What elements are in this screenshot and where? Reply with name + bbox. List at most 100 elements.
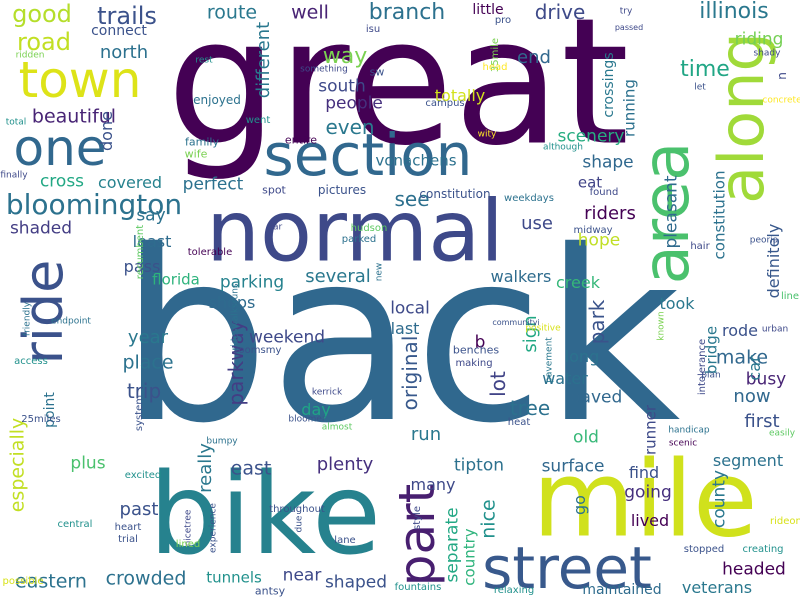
cloud-word: great <box>166 0 630 185</box>
cloud-word: first <box>744 411 780 432</box>
cloud-word: trip <box>126 379 162 403</box>
cloud-word: antsy <box>254 584 286 598</box>
cloud-word: road <box>17 28 71 56</box>
cloud-word: country <box>460 528 479 586</box>
cloud-word: although <box>543 142 583 153</box>
cloud-word: trails <box>97 2 157 30</box>
cloud-word: ridden <box>15 50 45 61</box>
cloud-word: went <box>245 115 271 126</box>
cloud-word: communityi <box>492 318 540 327</box>
cloud-word: cross <box>39 171 85 192</box>
cloud-word: experience <box>208 503 219 553</box>
cloud-word: headed <box>722 559 786 580</box>
cloud-word: different <box>253 21 274 99</box>
cloud-word: running <box>620 79 639 137</box>
cloud-word: line <box>780 291 800 302</box>
cloud-word: heat <box>507 417 531 428</box>
cloud-word: north <box>99 42 149 63</box>
cloud-word: relaxing <box>493 585 535 596</box>
cloud-word: central <box>57 519 93 530</box>
cloud-word: parked <box>341 234 377 245</box>
cloud-word: tunnels <box>206 568 262 587</box>
cloud-word: scenic <box>668 438 698 449</box>
cloud-word: excited <box>124 470 162 481</box>
cloud-word: almost <box>321 422 353 433</box>
cloud-word: surface <box>541 456 605 477</box>
cloud-word: illinois <box>699 0 769 24</box>
cloud-word: use <box>521 213 553 234</box>
cloud-word: hair <box>690 241 710 252</box>
cloud-word: make <box>715 346 769 369</box>
cloud-word: segment <box>712 451 784 470</box>
cloud-word: throughout <box>269 504 325 515</box>
cloud-word: 25miles <box>21 414 61 425</box>
cloud-word: constitution <box>419 187 491 201</box>
cloud-word: least <box>132 232 172 251</box>
cloud-word: past <box>119 499 159 520</box>
cloud-word: friendly <box>22 301 33 337</box>
cloud-word: found <box>589 187 619 198</box>
cloud-word: try <box>619 6 633 17</box>
cloud-word: urban <box>761 324 789 335</box>
cloud-word: far <box>269 222 283 233</box>
cloud-word: weekdays <box>504 193 554 204</box>
cloud-word: spot <box>262 183 286 197</box>
cloud-word: nice <box>477 499 500 539</box>
cloud-word: known <box>656 311 667 341</box>
cloud-word: now <box>733 386 771 407</box>
cloud-word: recumbent <box>135 224 146 280</box>
cloud-word: crossings <box>601 52 617 118</box>
cloud-word: shops <box>208 293 256 312</box>
cloud-word: easily <box>768 428 796 439</box>
cloud-word: riding <box>734 29 784 50</box>
cloud-word: isu <box>365 24 381 35</box>
cloud-word: near <box>282 565 322 586</box>
cloud-word: connect <box>91 23 147 39</box>
cloud-word: pictures <box>317 183 367 197</box>
cloud-word: rest <box>195 55 213 66</box>
cloud-word: possible <box>2 576 44 587</box>
cloud-word: system <box>134 394 145 432</box>
cloud-word: handicap <box>668 425 710 436</box>
cloud-word: paved <box>569 387 623 408</box>
cloud-word: perfect <box>182 174 244 195</box>
cloud-word: lived <box>630 511 670 530</box>
cloud-word: eat <box>577 173 603 192</box>
cloud-word: benches <box>452 343 500 357</box>
cloud-word: let <box>694 82 706 93</box>
cloud-word: tipton <box>453 455 505 476</box>
cloud-word: many <box>410 475 456 494</box>
cloud-word: day <box>301 400 331 419</box>
cloud-word: enjoyed <box>193 93 241 107</box>
cloud-word: campus <box>425 98 465 109</box>
cloud-word: section <box>263 121 473 189</box>
cloud-word: trial <box>118 534 138 545</box>
cloud-word: roomsmy <box>234 345 282 356</box>
cloud-word: entire <box>284 133 318 147</box>
cloud-word: pavement <box>544 337 555 383</box>
cloud-word: tree <box>509 396 551 420</box>
cloud-word: midway <box>573 225 613 236</box>
cloud-word: good <box>12 0 72 28</box>
cloud-word: beautiful <box>31 105 117 128</box>
cloud-word: done <box>97 111 116 151</box>
cloud-word: long <box>564 347 600 366</box>
cloud-word: took <box>659 294 695 313</box>
cloud-word: see <box>394 187 430 211</box>
cloud-word: finally <box>0 170 28 181</box>
cloud-word: local <box>390 298 430 319</box>
cloud-word: hope <box>577 230 621 251</box>
cloud-word: covered <box>97 173 163 192</box>
cloud-word: bike <box>149 450 381 580</box>
cloud-word: family <box>185 135 219 149</box>
cloud-word: drive <box>534 0 586 24</box>
cloud-word: plenty <box>316 454 374 475</box>
cloud-word: rode <box>721 321 759 340</box>
cloud-word: heart <box>114 522 142 533</box>
cloud-word: one <box>13 119 107 177</box>
cloud-word: positive <box>525 323 561 334</box>
cloud-word: branch <box>368 0 446 25</box>
cloud-word: fountains <box>394 582 442 593</box>
cloud-word: bumpy <box>206 436 238 447</box>
